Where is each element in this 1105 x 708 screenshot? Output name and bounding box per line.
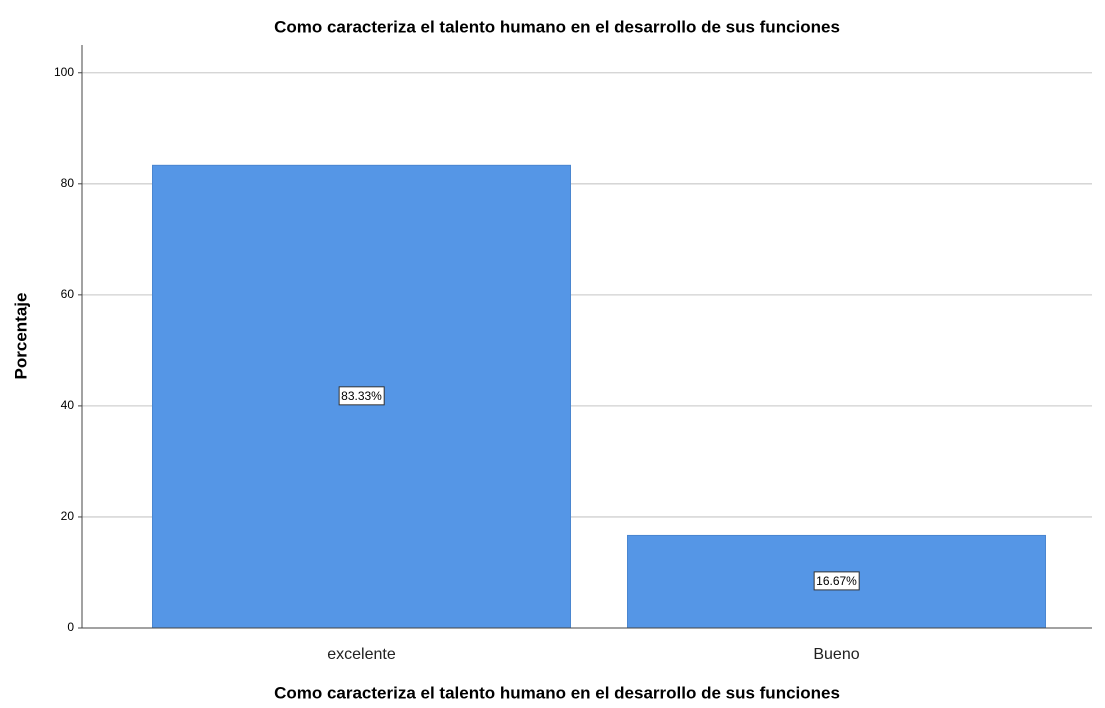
chart-title: Como caracteriza el talento humano en el… xyxy=(274,17,840,36)
value-label-box xyxy=(813,571,860,591)
y-tick-label: 100 xyxy=(54,65,74,79)
x-axis-title: Como caracteriza el talento humano en el… xyxy=(274,683,840,702)
value-label: 16.67% xyxy=(816,574,857,588)
y-tick-label: 0 xyxy=(67,620,74,634)
y-tick-label: 60 xyxy=(61,287,75,301)
y-tick-label: 80 xyxy=(61,176,75,190)
y-axis-title: Porcentaje xyxy=(11,293,30,380)
y-tick-label: 20 xyxy=(61,509,75,523)
x-tick-label: Bueno xyxy=(813,646,859,663)
x-tick-label: excelente xyxy=(327,646,396,663)
value-label-box xyxy=(338,386,385,406)
value-label: 83.33% xyxy=(341,389,382,403)
y-tick-label: 40 xyxy=(61,398,75,412)
